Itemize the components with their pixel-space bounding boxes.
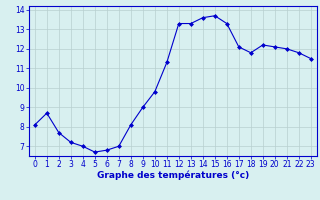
- X-axis label: Graphe des températures (°c): Graphe des températures (°c): [97, 171, 249, 180]
